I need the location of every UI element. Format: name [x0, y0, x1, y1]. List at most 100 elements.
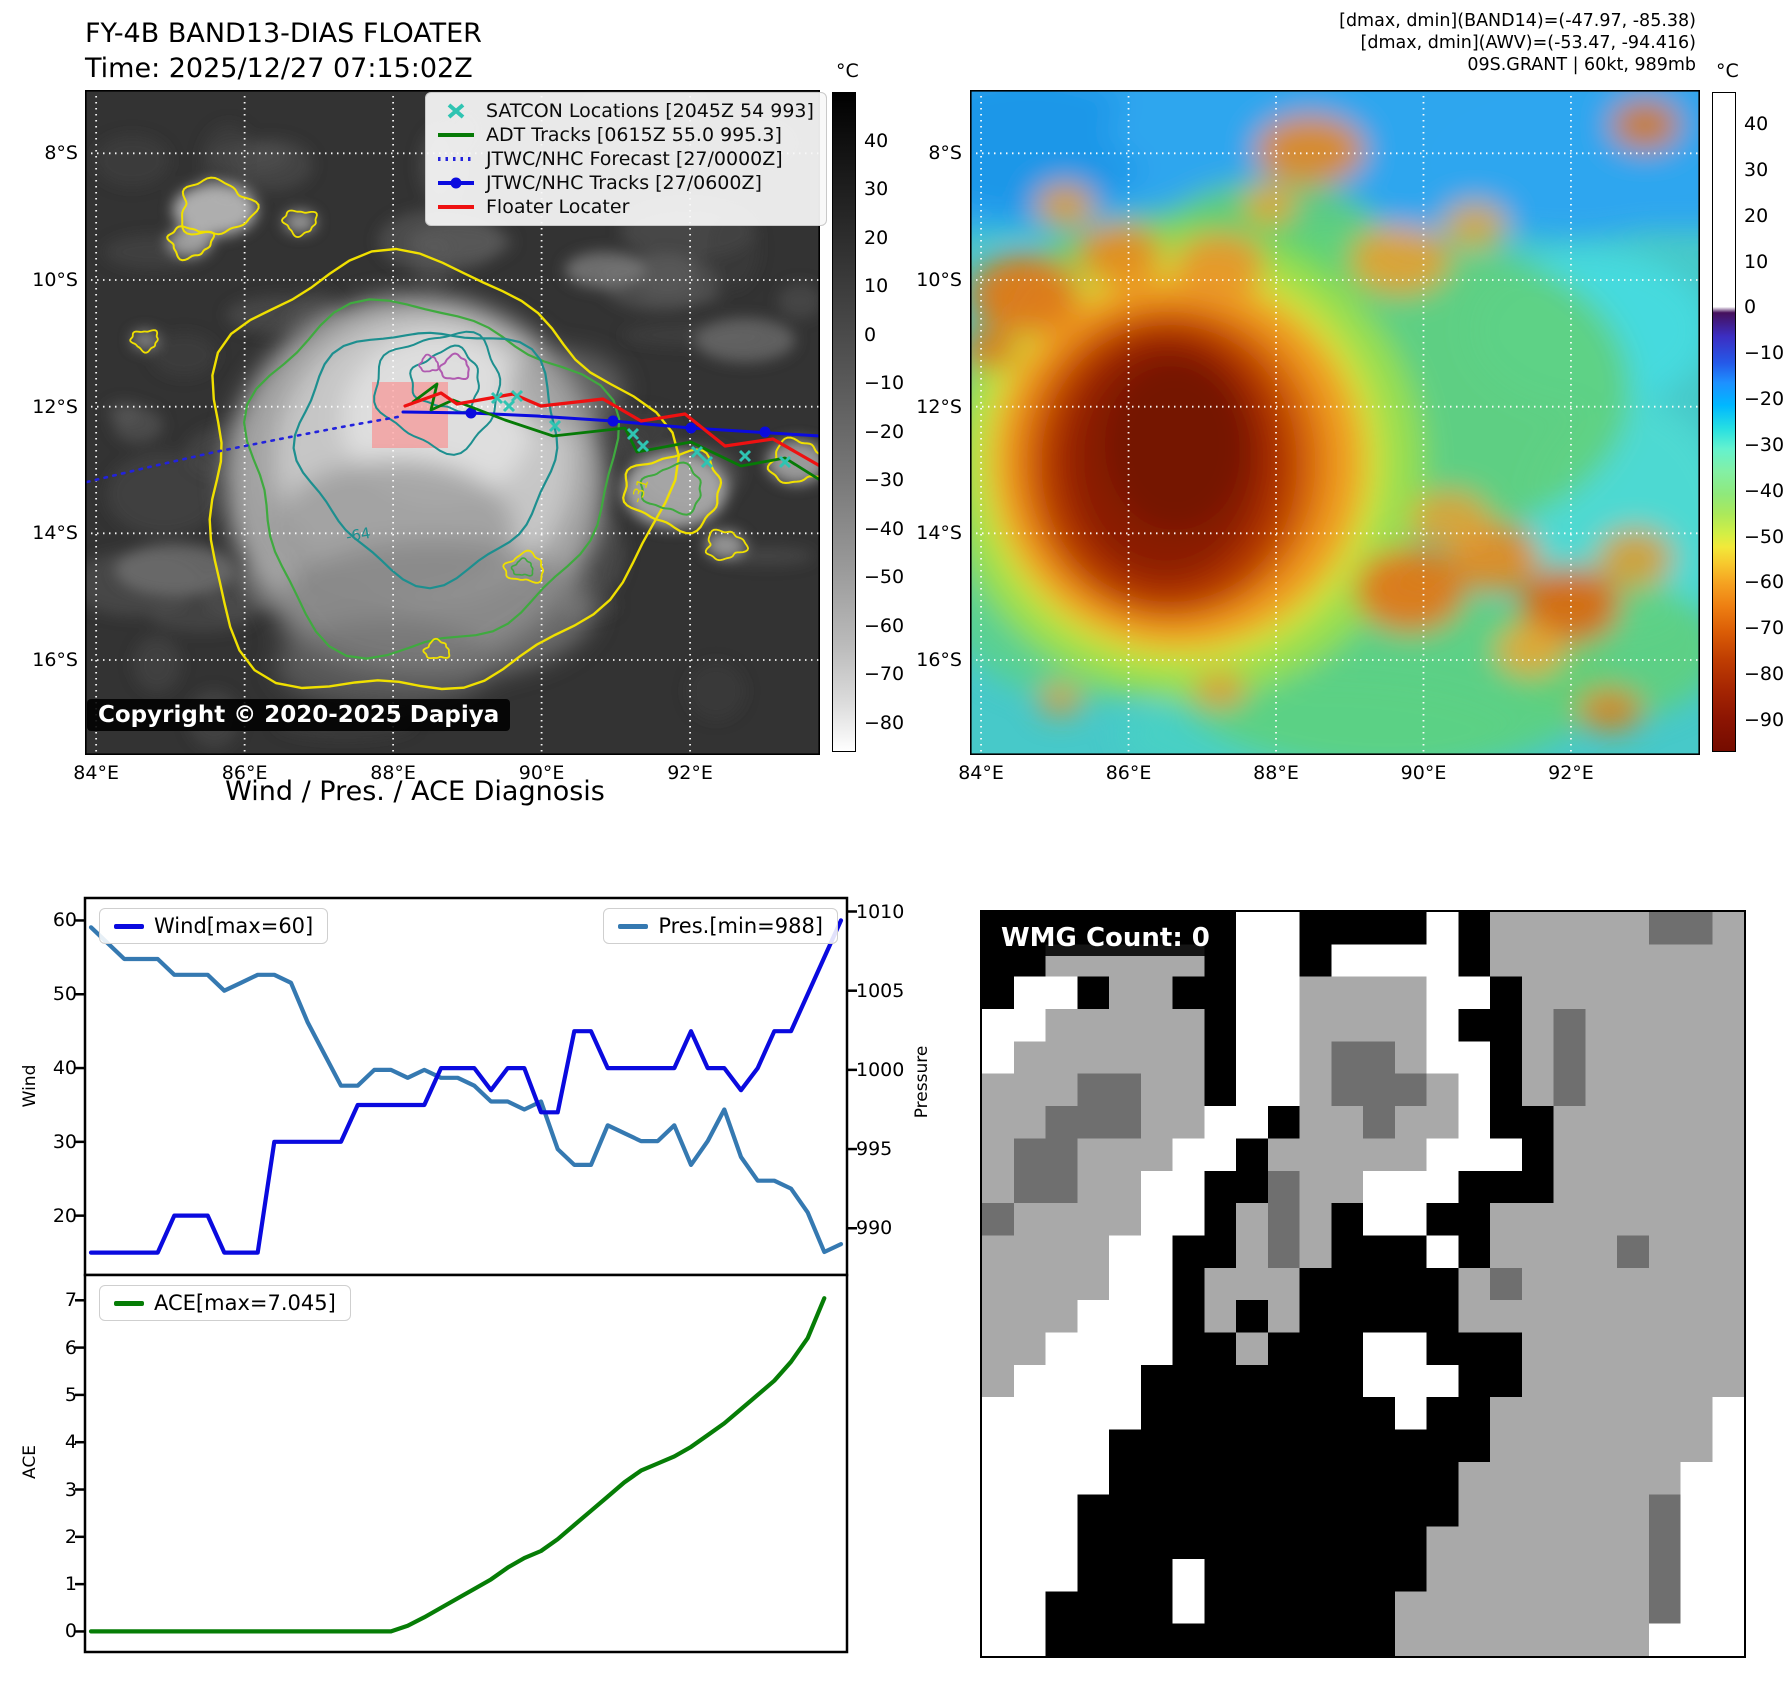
wmg-cell	[1077, 1332, 1110, 1366]
wmg-cell	[1521, 1429, 1555, 1463]
ace-tick-label: 3	[64, 1478, 77, 1501]
wmg-cell	[1299, 1300, 1332, 1334]
wmg-cell	[1045, 1170, 1078, 1204]
dot-glyph	[450, 177, 462, 189]
satcon-x-marker	[626, 427, 640, 441]
wmg-cell	[1648, 1494, 1682, 1528]
jtwc-track-point	[759, 426, 771, 438]
wmg-cell	[1648, 1106, 1682, 1140]
wmg-cell	[1394, 1397, 1428, 1431]
wmg-cell	[1204, 1591, 1237, 1625]
legend-label: ADT Tracks [0615Z 55.0 995.3]	[486, 124, 782, 146]
wmg-cell	[1109, 1623, 1142, 1656]
wmg-cell	[1299, 1203, 1332, 1237]
wmg-cell	[1045, 1332, 1078, 1366]
wind-tick-label: 50	[52, 983, 77, 1006]
colorbar-tick-label: −80	[1744, 663, 1785, 686]
wmg-cell	[1553, 976, 1586, 1010]
wmg-cell	[1521, 976, 1555, 1010]
wmg-cell	[1109, 1429, 1142, 1463]
colorbar-tick-label: 0	[1744, 296, 1757, 319]
ir-contour	[208, 247, 681, 691]
wmg-cell	[1712, 1138, 1744, 1172]
wmg-cell	[1617, 1429, 1650, 1463]
wmg-cell	[1172, 1041, 1205, 1075]
wmg-cell	[1617, 1332, 1650, 1366]
lat-tick-label: 12°S	[916, 395, 962, 418]
wmg-cell	[1013, 976, 1047, 1010]
timestamp-subtitle: Time: 2025/12/27 07:15:02Z	[85, 53, 473, 84]
wmg-cell	[1077, 1591, 1110, 1625]
wmg-cell	[1013, 1235, 1047, 1269]
wmg-cell	[1204, 1041, 1237, 1075]
colorbar-tick-label: −50	[864, 566, 905, 589]
wmg-cell	[1045, 1591, 1078, 1625]
satcon-x-marker	[636, 439, 650, 453]
wmg-cell	[1109, 1235, 1142, 1269]
ir-contour	[281, 209, 318, 239]
wmg-cell	[1617, 1073, 1650, 1107]
wmg-cell	[1204, 1106, 1237, 1140]
wmg-cell	[1140, 1170, 1174, 1204]
cloud-patch	[201, 124, 257, 200]
temp-blob	[1350, 225, 1450, 295]
wmg-cell	[1363, 1106, 1396, 1140]
wmg-cell	[1204, 1461, 1237, 1495]
wmg-cell	[1521, 1461, 1555, 1495]
ace-tick-label: 0	[64, 1620, 77, 1643]
ir-contour	[766, 436, 820, 485]
wmg-cell	[1553, 1461, 1586, 1495]
wmg-cell	[1521, 1267, 1555, 1301]
wmg-cell	[1140, 1073, 1174, 1107]
cloud-patch	[632, 256, 698, 292]
wmg-cell	[1045, 1041, 1078, 1075]
wmg-cell	[1458, 912, 1491, 945]
wmg-cell	[1617, 1364, 1650, 1398]
wmg-cell	[1458, 1429, 1491, 1463]
temperature-field	[970, 90, 1700, 755]
wmg-cell	[1680, 1235, 1713, 1269]
wmg-cell	[1140, 1138, 1174, 1172]
temp-blob	[1105, 360, 1245, 530]
wmg-cell	[1077, 1041, 1110, 1075]
cloud-patch	[94, 135, 170, 187]
wmg-cell	[1077, 976, 1110, 1010]
wmg-cell	[1204, 1203, 1237, 1237]
jtwc-track-point	[607, 415, 619, 427]
wmg-cell	[1521, 1235, 1555, 1269]
wmg-cell	[1140, 1461, 1174, 1495]
colorbar-tick-label: 10	[864, 275, 889, 298]
wmg-cell	[1553, 1494, 1586, 1528]
wmg-cell	[1712, 1332, 1744, 1366]
wmg-cell	[1267, 912, 1301, 945]
wmg-cell	[1553, 1591, 1586, 1625]
wmg-cell	[1712, 1461, 1744, 1495]
wmg-cell	[1680, 1332, 1713, 1366]
wmg-cell	[1458, 1558, 1491, 1592]
wmg-cell	[1363, 1332, 1396, 1366]
satcon-x-marker	[502, 399, 516, 413]
wmg-cell	[1490, 1623, 1523, 1656]
wmg-cell	[1299, 1364, 1332, 1398]
wmg-cell	[1426, 1170, 1459, 1204]
wmg-cell	[982, 976, 1015, 1010]
wind-tick-label: 20	[52, 1204, 77, 1227]
wmg-cell	[1363, 1494, 1396, 1528]
wmg-cell	[1077, 1623, 1110, 1656]
wmg-cell	[1077, 1203, 1110, 1237]
wmg-cell	[1712, 1364, 1744, 1398]
wind-pressure-chart	[75, 896, 857, 1277]
wmg-cell	[1331, 1364, 1364, 1398]
wmg-cell	[1426, 1009, 1459, 1042]
wmg-cell	[1490, 976, 1523, 1010]
wmg-cell	[1045, 1300, 1078, 1334]
wmg-panel: WMG Count: 0	[980, 910, 1746, 1658]
wmg-cell	[1394, 1364, 1428, 1398]
wmg-cell	[1109, 1138, 1142, 1172]
wmg-cell	[1458, 1364, 1491, 1398]
temp-blob	[970, 330, 1018, 370]
wmg-cell	[1585, 1623, 1618, 1656]
ir-contour	[418, 353, 440, 373]
wmg-cell	[1363, 1267, 1396, 1301]
wmg-cell	[1109, 1203, 1142, 1237]
